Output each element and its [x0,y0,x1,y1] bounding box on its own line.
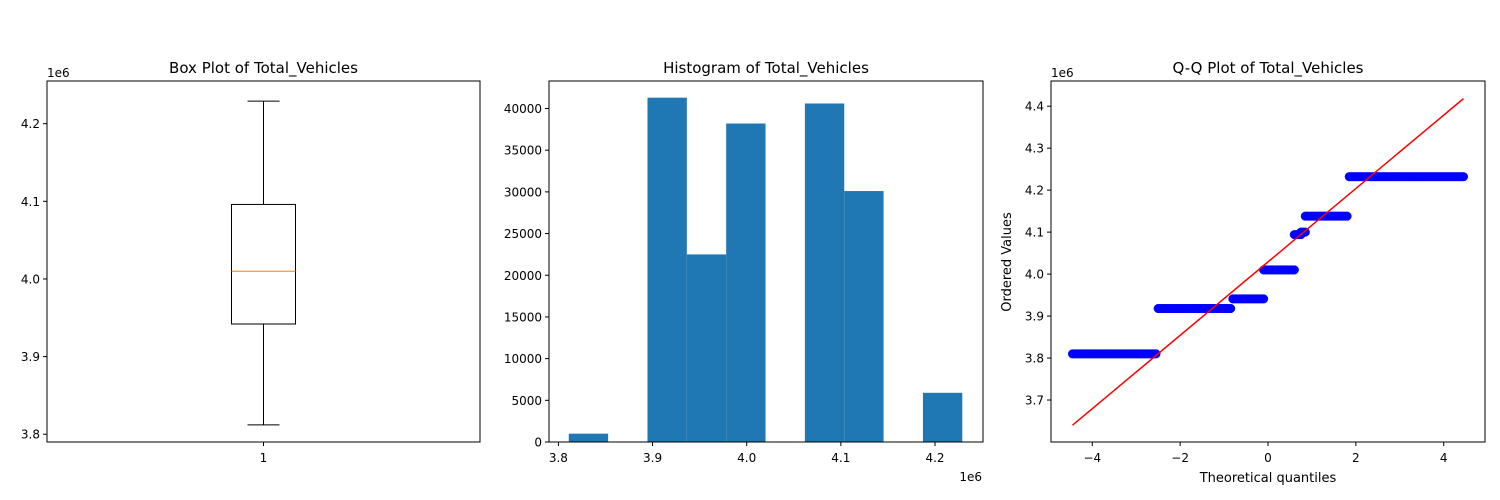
histogram-y-tick-label: 40000 [504,102,542,116]
qq-plot-area: 3.7 3.8 3.9 4.0 4.1 4.2 4.3 4.4 −4 −2 0 2 4 [1025,98,1469,465]
qq-plot-y-tick-label: 4.2 [1025,184,1044,198]
qq-plot-y-tick-label: 4.4 [1025,100,1044,114]
qq-plot-y-tick-label: 4.0 [1025,268,1044,282]
qq-plot-title: Q-Q Plot of Total_Vehicles [1172,59,1363,78]
histogram-x-tick-label: 4.1 [831,451,850,465]
histogram-y-tick-label: 15000 [504,310,542,324]
qq-point [1226,303,1236,314]
iqr-box [231,203,296,325]
histogram-y-tick-label: 10000 [504,352,542,366]
qq-plot-y-tick-label: 3.7 [1025,394,1044,408]
qq-plot-y-tick-label: 3.8 [1025,352,1044,366]
histogram-bar [647,97,687,442]
qq-plot-x-tick-label: 2 [1352,451,1360,465]
box-plot-y-tick-label: 3.8 [21,428,40,442]
qq-plot-x-tick-label: 0 [1264,451,1272,465]
histogram-x-tick-label: 4.0 [737,451,756,465]
qq-plot-y-tick-label: 4.3 [1025,142,1044,156]
qq-point [1259,294,1269,304]
histogram-area: 0 5000 10000 15000 20000 25000 30000 35000 40000… [504,97,963,465]
histogram-bar [726,123,766,443]
qq-plot-x-tick-label: 4 [1440,451,1448,465]
qq-plot-y-tick-label: 4.1 [1025,226,1044,240]
box-plot-panel: Box Plot of Total_Vehicles 1e6 3.8 3.9 4.0… [21,59,481,465]
qq-plot-offset-label: 1e6 [1051,66,1074,80]
qq-point [1289,265,1299,275]
qq-point [1300,227,1310,237]
histogram-bar [844,191,884,442]
histogram-x-tick-label: 3.8 [549,451,568,465]
box-plot-y-tick-label: 4.1 [21,195,40,209]
qq-plot-y-tick-label: 3.9 [1025,310,1044,324]
histogram-y-tick-label: 20000 [504,269,542,283]
histogram-title: Histogram of Total_Vehicles [663,59,869,78]
qq-plot-frame [1050,80,1486,443]
box-plot-frame [46,80,481,443]
histogram-x-tick-label: 4.2 [925,451,944,465]
histogram-x-tick-label: 3.9 [643,451,662,465]
histogram-y-tick-label: 0 [534,436,542,450]
box-plot-x-tick-label: 1 [260,451,268,465]
box-plot-y-tick-label: 4.2 [21,117,40,131]
histogram-y-tick-label: 5000 [511,394,542,408]
histogram-panel: Histogram of Total_Vehicles 1e6 0 5000 100… [504,59,984,484]
qq-plot-panel: Q-Q Plot of Total_Vehicles 1e6 Theoretic… [1000,59,1486,486]
box-plot-y-tick-label: 3.9 [21,350,40,364]
qq-point [1151,349,1161,359]
histogram-bar [686,254,727,442]
qq-plot-x-tick-label: −4 [1083,451,1101,465]
histogram-y-tick-label: 30000 [504,185,542,199]
histogram-bar [922,392,963,442]
box-plot-offset-label: 1e6 [47,66,70,80]
qq-points [1067,172,1469,359]
qq-plot-y-label: Ordered Values [1000,212,1015,312]
qq-plot-x-label: Theoretical quantiles [1199,471,1337,486]
box-plot-title: Box Plot of Total_Vehicles [169,59,358,78]
qq-point [1342,211,1352,221]
qq-fit-line [1072,98,1464,426]
histogram-offset-label: 1e6 [959,470,982,484]
histogram-bar [804,103,845,443]
histogram-y-tick-label: 25000 [504,227,542,241]
qq-point [1458,172,1469,182]
qq-plot-x-tick-label: −2 [1171,451,1189,465]
box-plot-area: 3.8 3.9 4.0 4.1 4.2 1 [21,100,296,465]
histogram-frame [548,80,984,443]
box-plot-y-tick-label: 4.0 [21,272,40,286]
histogram-y-tick-label: 35000 [504,144,542,158]
histogram-bar [568,433,609,442]
